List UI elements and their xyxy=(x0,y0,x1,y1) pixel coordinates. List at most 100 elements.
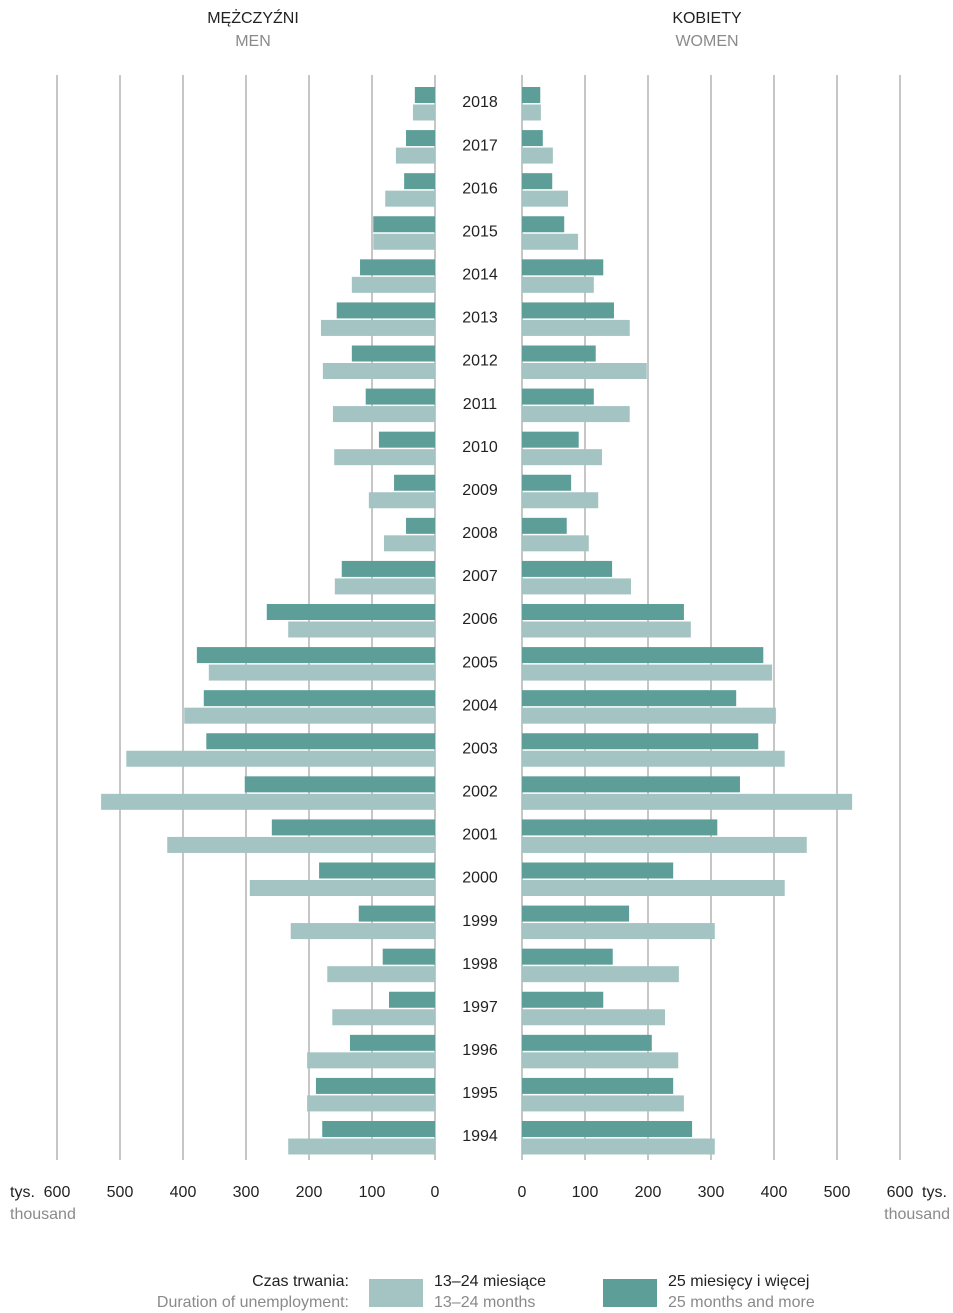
bar xyxy=(208,664,435,681)
legend-title: Czas trwania: xyxy=(252,1273,349,1290)
year-label: 1996 xyxy=(462,1042,498,1059)
bar xyxy=(378,431,435,448)
bar xyxy=(522,948,613,965)
bar xyxy=(522,104,541,121)
bar xyxy=(406,517,435,534)
bar xyxy=(322,1121,435,1137)
year-label: 2013 xyxy=(462,310,498,327)
year-label: 2001 xyxy=(462,827,498,844)
bar xyxy=(522,388,594,405)
bar xyxy=(336,302,435,319)
bar xyxy=(327,966,435,983)
x-tick-label: 400 xyxy=(761,1184,788,1201)
bar xyxy=(522,147,553,164)
year-label: 2000 xyxy=(462,870,498,887)
bar xyxy=(522,276,594,293)
bar xyxy=(522,819,718,836)
x-tick-label: 0 xyxy=(518,1184,527,1201)
x-tick-label: 500 xyxy=(824,1184,851,1201)
bar xyxy=(320,319,435,336)
bar xyxy=(394,474,435,491)
bar xyxy=(288,1138,435,1155)
year-label: 2015 xyxy=(462,223,498,240)
bar xyxy=(404,173,435,190)
bar xyxy=(522,431,579,448)
x-tick-label: 600 xyxy=(887,1184,914,1201)
bar xyxy=(522,1121,693,1137)
bar xyxy=(341,560,435,577)
bar xyxy=(522,87,541,103)
bar xyxy=(522,1034,652,1051)
year-label: 2005 xyxy=(462,654,498,671)
x-tick-label: 200 xyxy=(635,1184,662,1201)
bar xyxy=(522,690,737,707)
bar xyxy=(522,173,553,190)
bar xyxy=(307,1095,435,1112)
x-tick-label: 600 xyxy=(44,1184,71,1201)
bar xyxy=(196,647,435,664)
bar xyxy=(385,190,435,207)
bar xyxy=(351,276,435,293)
bar xyxy=(522,1077,674,1094)
bar xyxy=(522,836,807,853)
bar xyxy=(522,991,604,1008)
bar xyxy=(522,1009,666,1026)
bar xyxy=(522,1138,715,1155)
year-label: 2016 xyxy=(462,180,498,197)
legend-title-en: Duration of unemployment: xyxy=(157,1294,349,1311)
bar xyxy=(522,535,589,552)
year-label: 2018 xyxy=(462,94,498,111)
bar xyxy=(522,707,776,724)
bar xyxy=(522,793,853,810)
bar xyxy=(522,1052,679,1069)
bar xyxy=(522,233,579,250)
bar xyxy=(271,819,435,836)
bar xyxy=(522,406,630,423)
bar xyxy=(522,733,759,750)
x-tick-label: 100 xyxy=(572,1184,599,1201)
x-tick-label: 0 xyxy=(431,1184,440,1201)
bar xyxy=(244,776,435,793)
x-tick-label: 500 xyxy=(107,1184,134,1201)
bar xyxy=(360,259,435,276)
bar xyxy=(522,880,785,896)
bar xyxy=(522,621,691,638)
bar xyxy=(395,147,435,164)
legend-label-en: 13–24 months xyxy=(434,1294,535,1311)
bar xyxy=(522,363,647,379)
bar xyxy=(383,535,435,552)
bar xyxy=(522,604,684,620)
bar xyxy=(406,130,435,147)
year-label: 2012 xyxy=(462,353,498,370)
year-label: 2017 xyxy=(462,137,498,154)
bar xyxy=(414,87,435,103)
year-label: 1995 xyxy=(462,1085,498,1102)
bar xyxy=(522,302,614,319)
year-label: 1999 xyxy=(462,913,498,930)
axis-unit-en: thousand xyxy=(10,1206,76,1223)
bar xyxy=(522,966,679,983)
bar xyxy=(522,1095,684,1112)
bar xyxy=(522,259,604,276)
bar xyxy=(126,750,436,767)
bar xyxy=(522,578,631,595)
bar xyxy=(351,345,435,362)
year-label: 2003 xyxy=(462,740,498,757)
bar xyxy=(249,880,435,896)
legend-swatch xyxy=(603,1279,657,1307)
bar xyxy=(389,991,435,1008)
panel-subtitle: MEN xyxy=(235,33,271,50)
year-label: 2008 xyxy=(462,525,498,542)
bar xyxy=(368,492,435,509)
bar xyxy=(522,190,568,207)
year-label: 2007 xyxy=(462,568,498,585)
year-label: 1998 xyxy=(462,956,498,973)
year-label: 1997 xyxy=(462,999,498,1016)
bar xyxy=(206,733,435,750)
x-tick-label: 300 xyxy=(698,1184,725,1201)
year-label: 2011 xyxy=(463,396,498,413)
bar xyxy=(349,1034,435,1051)
bar xyxy=(522,492,599,509)
legend-swatch xyxy=(369,1279,423,1307)
